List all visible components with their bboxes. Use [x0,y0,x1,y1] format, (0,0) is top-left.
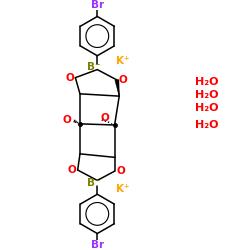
Polygon shape [115,80,119,96]
Text: H₂O: H₂O [195,120,219,130]
Text: H₂O: H₂O [195,77,219,87]
Text: B⁻: B⁻ [87,62,101,72]
Text: O: O [68,165,76,175]
Text: K⁺: K⁺ [116,56,130,66]
Text: K⁺: K⁺ [116,184,130,194]
Text: O: O [63,116,72,126]
Text: O: O [65,73,74,83]
Text: O: O [101,113,110,123]
Text: O: O [116,166,125,176]
Text: H₂O: H₂O [195,103,219,113]
Text: H₂O: H₂O [195,90,219,100]
Text: Br: Br [91,0,104,10]
Text: Br: Br [91,240,104,250]
Text: O: O [118,75,127,85]
Text: B⁻: B⁻ [87,178,101,188]
